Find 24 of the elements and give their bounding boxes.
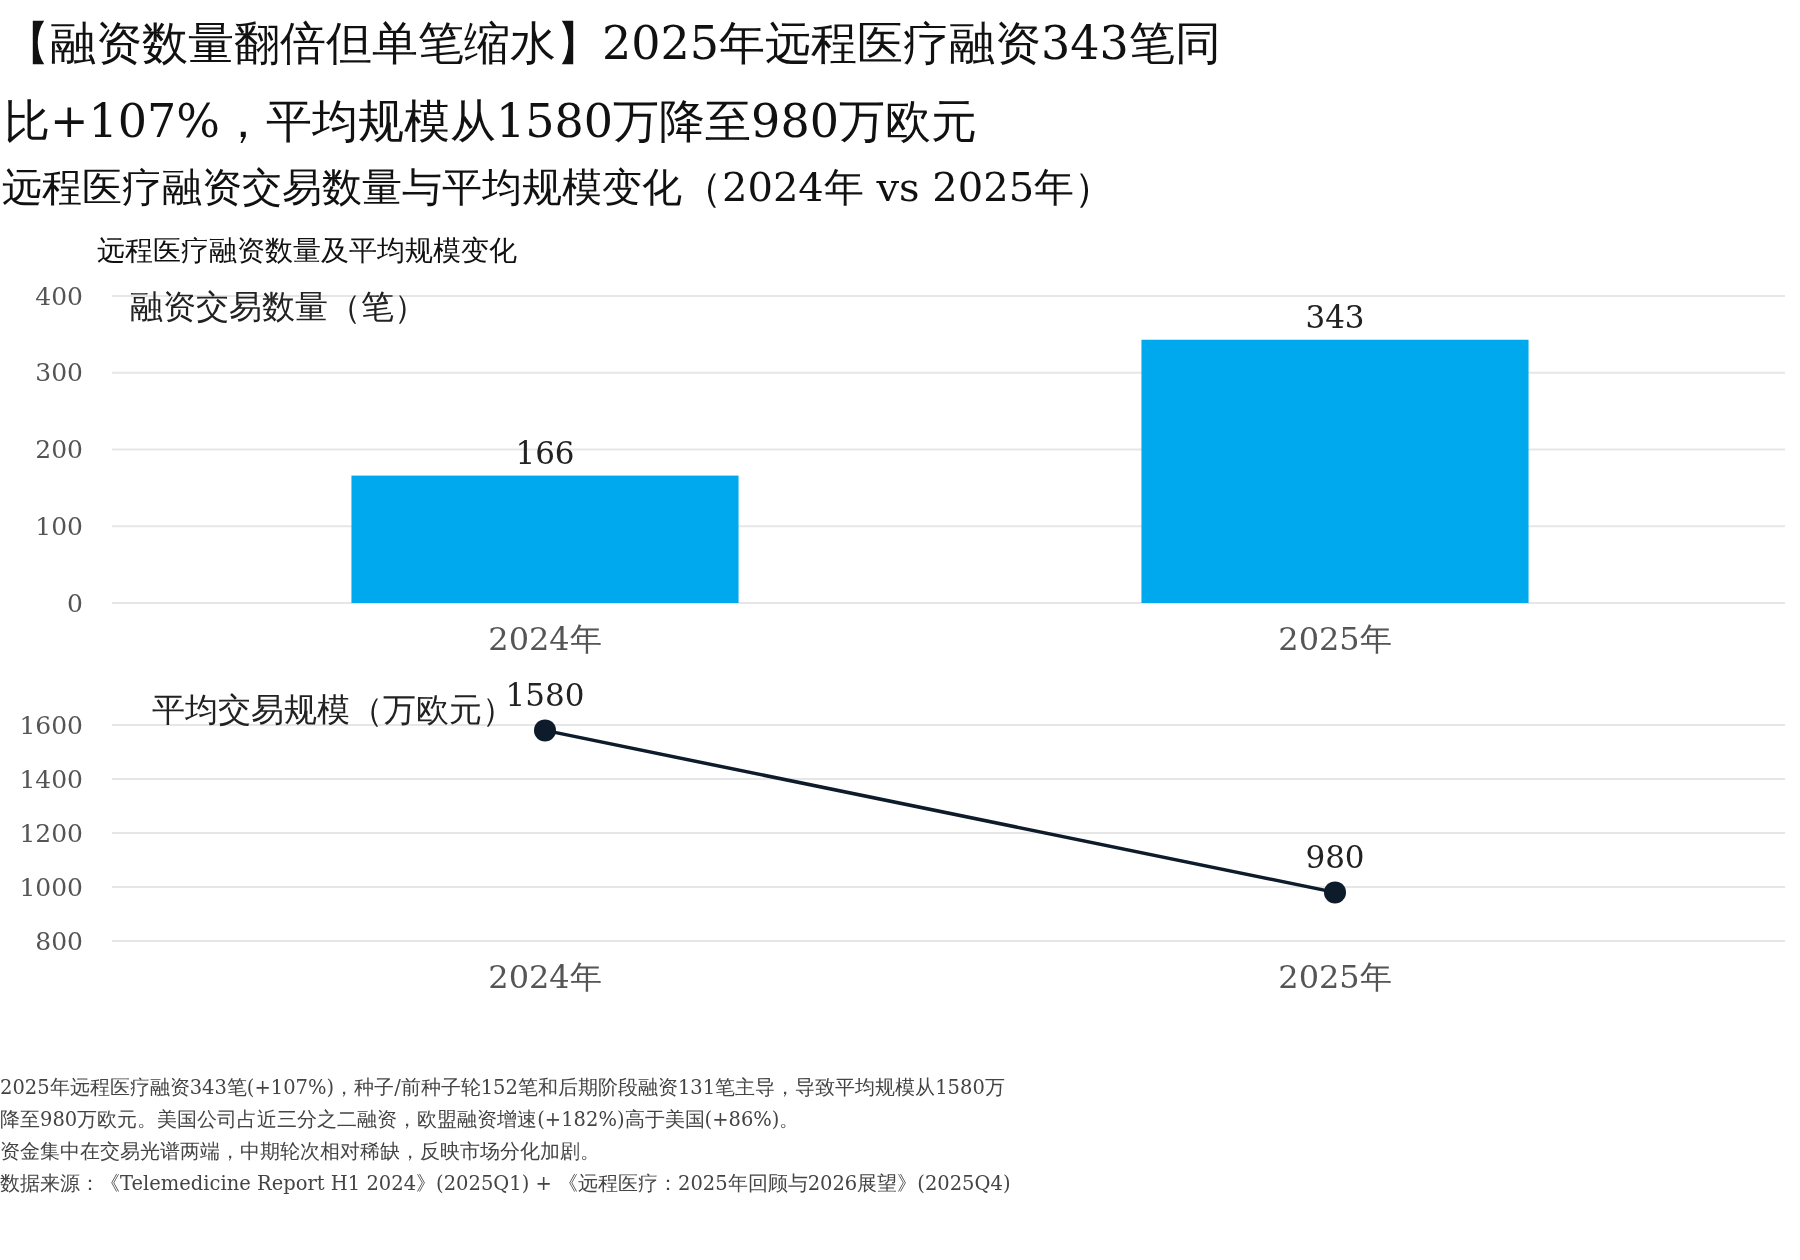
x-tick-label: 2024年	[488, 958, 602, 996]
y-tick-label: 1200	[19, 818, 83, 848]
y-tick-label: 200	[35, 435, 83, 464]
y-tick-label: 100	[35, 511, 83, 541]
text: 远程医疗融资数量及平均规模变化	[97, 233, 517, 269]
chart-title: 【融资数量翻倍但单笔缩水】2025年远程医疗融资343笔同比+107%，平均规模从1580万降至980万欧元	[4, 15, 1222, 150]
text: 2025年远程医疗融资343笔(+107%)，种子/前种子轮152笔和后期阶段融资131笔主导，导致平均规模从1580万降至980万欧元。美国公司占近三分之二融资，欧盟融资增速(+182%)高于美国(+86%)。	[0, 1075, 1006, 1133]
source-note: 数据来源：《Telemedicine Report H1 2024》(2025Q1) + 《远程医疗：2025年回顾与2026展望》(2025Q4)	[0, 1171, 1011, 1197]
y-tick-label: 0	[67, 588, 83, 618]
y-tick-label: 300	[35, 358, 83, 388]
chart-subtitle: 远程医疗融资交易数量与平均规模变化（2024年 vs 2025年）	[2, 163, 1115, 212]
text: 资金集中在交易光谱两端，中期轮次相对稀缺，反映市场分化加剧。	[0, 1139, 601, 1165]
y-axis-title: 融资交易数量（笔）	[130, 287, 427, 326]
data-label: 980	[1305, 839, 1365, 876]
x-tick-label: 2024年	[488, 620, 602, 658]
data-label: 343	[1305, 298, 1365, 335]
y-tick-label: 1600	[19, 710, 83, 740]
data-label: 166	[515, 434, 575, 471]
y-tick-label: 1000	[19, 872, 83, 902]
y-tick-label: 800	[35, 926, 83, 956]
y-tick-label: 1400	[19, 764, 83, 794]
y-tick-label: 400	[35, 281, 83, 311]
x-tick-label: 2025年	[1278, 620, 1392, 658]
x-tick-label: 2025年	[1278, 958, 1392, 996]
